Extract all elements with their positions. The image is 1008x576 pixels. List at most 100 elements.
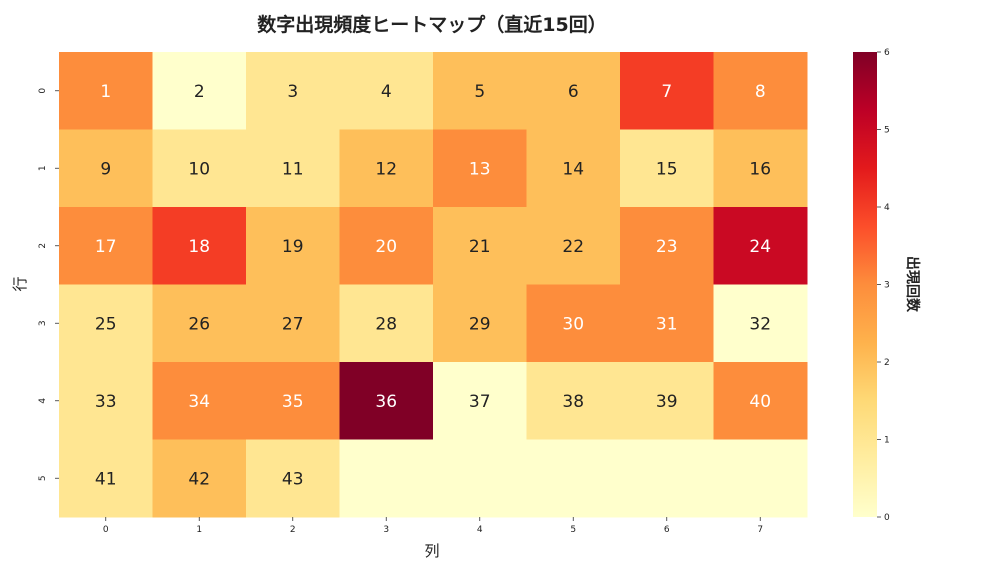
heatmap-cell [713, 207, 808, 285]
heatmap-cell [433, 284, 527, 363]
heatmap-cell [339, 362, 434, 440]
cell-number-label: 38 [562, 392, 584, 412]
heatmap-cell [246, 129, 340, 208]
cell-number-label: 22 [562, 237, 584, 257]
heatmap-cell [620, 129, 714, 208]
heatmap-cell [246, 284, 340, 363]
cell-number-label: 40 [749, 392, 771, 412]
cell-number-label: 21 [469, 237, 491, 257]
cell-number-label: 26 [188, 314, 210, 334]
colorbar-tick-label: 3 [884, 281, 890, 291]
colorbar-ticks: 0 1 2 3 4 5 6 [877, 48, 890, 523]
colorbar-tick-label: 6 [884, 48, 890, 58]
cell-number-label: 11 [282, 159, 304, 179]
y-tick-label: 2 [38, 243, 48, 249]
colorbar-tick-label: 5 [884, 126, 890, 136]
heatmap-cell [433, 439, 527, 518]
cell-number-label: 36 [375, 392, 397, 412]
cell-number-label: 8 [755, 82, 766, 102]
heatmap-cell [246, 207, 340, 285]
cell-number-label: 29 [469, 314, 491, 334]
y-tick-label: 3 [38, 320, 48, 326]
cell-number-label: 31 [656, 314, 678, 334]
heatmap-cell [246, 52, 340, 130]
cell-number-label: 5 [474, 82, 485, 102]
x-axis-ticks: 0 1 2 3 4 5 6 7 [103, 517, 763, 535]
x-tick-label: 0 [103, 525, 109, 535]
cell-number-label: 41 [95, 469, 117, 489]
cell-number-label: 3 [287, 82, 298, 102]
heatmap-cell [59, 284, 153, 363]
x-axis-label: 列 [424, 542, 439, 560]
cell-number-label: 42 [188, 469, 210, 489]
heatmap-cell [152, 362, 247, 440]
heatmap-cell [713, 284, 808, 363]
heatmap-cell [620, 207, 714, 285]
cell-number-label: 18 [188, 237, 210, 257]
heatmap-cell [713, 439, 808, 518]
y-tick-label: 4 [38, 398, 48, 404]
cell-number-label: 34 [188, 392, 210, 412]
cell-number-label: 25 [95, 314, 117, 334]
colorbar-tick-label: 2 [884, 358, 890, 368]
colorbar-label: 出現回数 [904, 256, 921, 313]
y-tick-label: 0 [38, 88, 48, 94]
cell-number-label: 2 [194, 82, 205, 102]
cell-number-label: 13 [469, 159, 491, 179]
cell-number-label: 7 [661, 82, 672, 102]
cell-number-label: 23 [656, 237, 678, 257]
cell-number-label: 10 [188, 159, 210, 179]
cell-number-label: 28 [375, 314, 397, 334]
cell-number-label: 1 [100, 82, 111, 102]
heatmap-cell [339, 129, 434, 208]
heatmap-cell [59, 439, 153, 518]
heatmap-cell [152, 284, 247, 363]
heatmap-cell [339, 284, 434, 363]
heatmap-cell [526, 362, 621, 440]
y-axis-ticks: 0 1 2 3 4 5 [38, 88, 59, 481]
heatmap-cell [152, 129, 247, 208]
heatmap-cell [526, 52, 621, 130]
heatmap-cell [713, 129, 808, 208]
x-tick-label: 6 [664, 525, 670, 535]
heatmap-cell [246, 439, 340, 518]
x-tick-label: 3 [383, 525, 389, 535]
heatmap-cell [713, 52, 808, 130]
cell-number-label: 17 [95, 237, 117, 257]
heatmap-cell [339, 207, 434, 285]
heatmap-cell [152, 52, 247, 130]
chart-title: 数字出現頻度ヒートマップ（直近15回） [257, 13, 606, 36]
heatmap-cell [526, 207, 621, 285]
cell-number-label: 9 [100, 159, 111, 179]
heatmap-cell [59, 52, 153, 130]
heatmap-cell [59, 207, 153, 285]
cell-number-label: 24 [749, 237, 771, 257]
heatmap-cell [339, 439, 434, 518]
heatmap-cell [339, 52, 434, 130]
x-tick-label: 1 [196, 525, 202, 535]
cell-number-label: 35 [282, 392, 304, 412]
heatmap-cell [152, 439, 247, 518]
heatmap-cell [433, 207, 527, 285]
heatmap-cell [620, 284, 714, 363]
cell-number-label: 30 [562, 314, 584, 334]
heatmap-cell [713, 362, 808, 440]
colorbar: 0 1 2 3 4 5 6 出現回数 [853, 48, 921, 523]
heatmap-cell [620, 52, 714, 130]
heatmap-cell [526, 284, 621, 363]
heatmap-cell [59, 129, 153, 208]
cell-number-label: 27 [282, 314, 304, 334]
y-tick-label: 1 [38, 165, 48, 171]
cell-number-label: 20 [375, 237, 397, 257]
x-tick-label: 4 [477, 525, 483, 535]
heatmap-cell [526, 439, 621, 518]
cell-number-label: 12 [375, 159, 397, 179]
cell-number-label: 6 [568, 82, 579, 102]
heatmap-cell [59, 362, 153, 440]
cell-number-label: 4 [381, 82, 392, 102]
heatmap-cell [620, 362, 714, 440]
heatmap-cell [433, 129, 527, 208]
heatmap-cell [526, 129, 621, 208]
